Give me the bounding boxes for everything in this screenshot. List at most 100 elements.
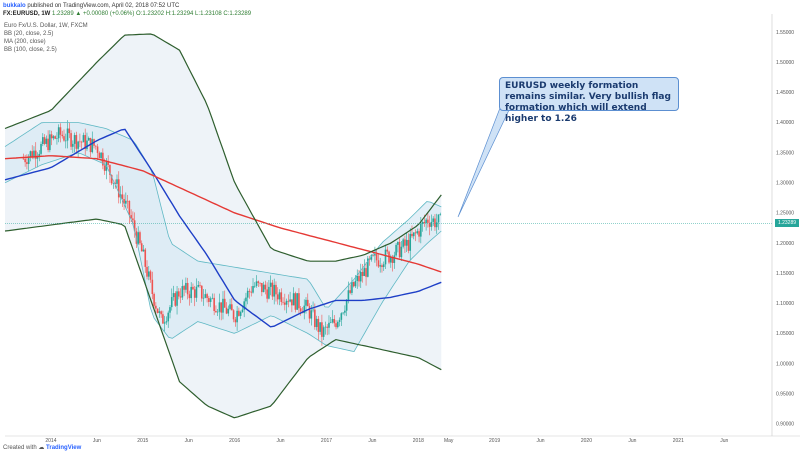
candle-body (130, 215, 132, 219)
annotation-callout[interactable]: EURUSD weekly formation remains similar.… (499, 77, 679, 124)
candle-body (296, 293, 298, 310)
candle-body (192, 286, 194, 290)
candle-body (306, 299, 309, 307)
candle-body (91, 139, 94, 153)
candle-body (49, 134, 51, 151)
candle-body (75, 135, 78, 149)
candle-body (197, 284, 200, 287)
candle-body (243, 301, 245, 310)
candle-body (236, 310, 238, 323)
candle-body (170, 297, 173, 308)
candle-body (96, 146, 99, 153)
candle-body (352, 282, 355, 287)
candle-body (427, 219, 429, 223)
x-tick-label: 2014 (45, 438, 56, 444)
candle-body (144, 249, 147, 267)
legend-entry-ma200[interactable]: MA (200, close) (4, 39, 46, 45)
candle-body (216, 311, 219, 313)
candle-body (123, 199, 125, 204)
candle-body (289, 299, 291, 302)
x-tick-label: Jun (536, 438, 544, 444)
candle-body (227, 308, 230, 314)
candle-body (321, 322, 323, 337)
candle-body (430, 221, 433, 227)
y-tick-label: 0.90000 (776, 422, 794, 428)
candle-body (56, 138, 58, 139)
candle-body (405, 239, 408, 246)
candle-body (252, 286, 254, 293)
candle-body (215, 311, 217, 313)
candle-body (140, 243, 143, 252)
candle-body (397, 241, 399, 245)
y-tick-label: 1.30000 (776, 181, 794, 187)
author-name[interactable]: bukkalo (3, 3, 26, 9)
candle-body (351, 282, 353, 293)
candle-body (116, 179, 118, 184)
candle-body (255, 281, 258, 286)
bb20-lower-line (4, 152, 442, 353)
candlesticks (22, 120, 442, 346)
candle-body (375, 254, 378, 261)
candle-body (315, 318, 318, 328)
candle-body (199, 284, 201, 286)
candle-body (40, 143, 42, 154)
candle-body (42, 137, 44, 144)
x-tick-label: May (444, 438, 454, 444)
candle-body (367, 258, 369, 277)
legend-entry-bb20[interactable]: BB (20, close, 2.5) (4, 31, 54, 37)
candle-body (423, 222, 426, 224)
candle-body (193, 289, 196, 298)
candle-body (190, 286, 192, 299)
candle-body (87, 137, 90, 141)
candle-body (107, 161, 109, 165)
candle-body (169, 307, 171, 313)
candle-body (402, 239, 404, 247)
candle-body (400, 246, 403, 258)
candle-body (234, 319, 237, 323)
candle-body (370, 254, 373, 260)
candle-body (292, 293, 295, 306)
x-tick-label: 2016 (229, 438, 240, 444)
candle-body (239, 312, 242, 316)
candle-body (409, 233, 412, 251)
candle-body (183, 286, 185, 290)
candle-body (26, 162, 28, 164)
tradingview-brand[interactable]: TradingView (46, 445, 82, 451)
candle-body (208, 298, 210, 302)
candle-body (425, 219, 427, 224)
legend-entry-bb100[interactable]: BB (100, close, 2.5) (4, 47, 57, 53)
candle-body (186, 282, 189, 295)
candle-body (50, 134, 53, 139)
candle-body (393, 255, 396, 263)
candle-body (22, 158, 25, 160)
candle-body (248, 290, 251, 292)
candle-body (77, 141, 79, 149)
candle-body (73, 135, 76, 144)
candle-body (24, 158, 26, 163)
candle-body (335, 323, 337, 328)
candle-body (133, 220, 136, 232)
candle-body (29, 151, 32, 157)
published-text: published on TradingView.com, April 02, … (27, 3, 180, 9)
candle-body (359, 271, 362, 282)
x-tick-label: Jun (185, 438, 193, 444)
candle-body (232, 310, 235, 320)
y-tick-label: 1.20000 (776, 241, 794, 247)
legend-entry-symbol[interactable]: Euro Fx/U.S. Dollar, 1W, FXCM (4, 23, 88, 29)
candle-body (365, 268, 367, 277)
y-tick-label: 1.15000 (776, 271, 794, 277)
candle-body (382, 264, 385, 268)
candle-body (280, 292, 283, 302)
candle-body (139, 232, 141, 244)
candle-body (278, 292, 281, 300)
candle-body (167, 312, 170, 322)
candle-body (259, 282, 261, 284)
candle-body (36, 156, 39, 159)
candle-body (79, 141, 81, 143)
candle-body (324, 326, 327, 328)
candle-body (109, 164, 111, 175)
candle-body (179, 296, 182, 298)
x-tick-label: Jun (277, 438, 285, 444)
candle-body (80, 141, 83, 143)
